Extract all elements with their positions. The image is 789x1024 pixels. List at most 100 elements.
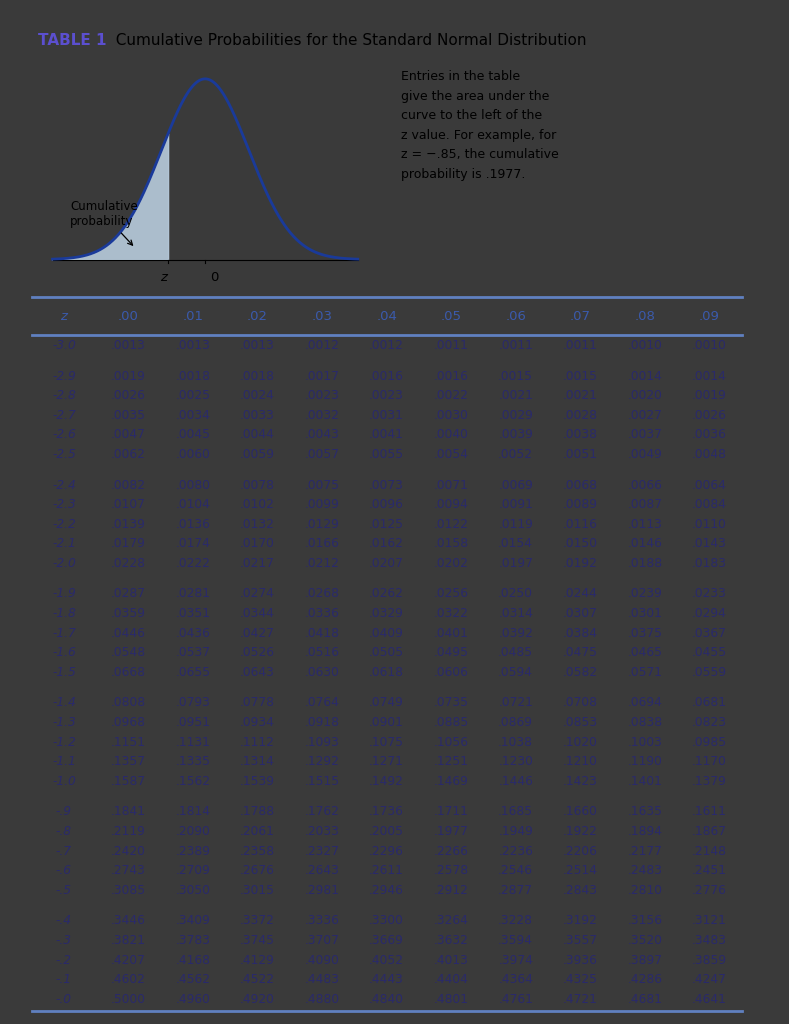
Text: .04: .04 — [376, 309, 397, 323]
Text: .0055: .0055 — [369, 449, 404, 461]
Text: .0548: .0548 — [110, 646, 146, 659]
Text: .1210: .1210 — [563, 756, 598, 768]
Text: .0043: .0043 — [305, 428, 339, 441]
Text: .2743: .2743 — [111, 864, 146, 878]
Text: .4286: .4286 — [627, 974, 662, 986]
Text: .3745: .3745 — [240, 934, 275, 947]
Text: .1788: .1788 — [240, 806, 275, 818]
Text: .1056: .1056 — [434, 736, 469, 749]
Text: .0027: .0027 — [627, 409, 662, 422]
Text: .3821: .3821 — [111, 934, 146, 947]
Text: .0262: .0262 — [369, 588, 404, 600]
Text: .0045: .0045 — [175, 428, 211, 441]
Text: .0344: .0344 — [240, 607, 275, 621]
Text: .0183: .0183 — [692, 557, 727, 570]
Text: -1.2: -1.2 — [52, 736, 76, 749]
Text: .0951: .0951 — [175, 716, 211, 729]
Text: .0351: .0351 — [175, 607, 211, 621]
Text: .0409: .0409 — [369, 627, 404, 640]
Text: .0047: .0047 — [111, 428, 146, 441]
Text: .0122: .0122 — [434, 518, 469, 530]
Text: .2420: .2420 — [111, 845, 146, 858]
Text: .0735: .0735 — [434, 696, 469, 710]
Text: .3707: .3707 — [305, 934, 339, 947]
Text: .4562: .4562 — [175, 974, 211, 986]
Text: .0071: .0071 — [434, 478, 469, 492]
Text: .1867: .1867 — [692, 825, 727, 838]
Text: .0019: .0019 — [111, 370, 146, 383]
Text: -2.2: -2.2 — [52, 518, 76, 530]
Text: .4325: .4325 — [563, 974, 598, 986]
Text: .3121: .3121 — [692, 914, 727, 928]
Text: .2912: .2912 — [434, 884, 469, 897]
Text: .0028: .0028 — [563, 409, 598, 422]
Text: -1.4: -1.4 — [52, 696, 76, 710]
Text: .3156: .3156 — [627, 914, 662, 928]
Text: .5000: .5000 — [111, 993, 146, 1006]
Text: .01: .01 — [182, 309, 204, 323]
Text: .0031: .0031 — [369, 409, 404, 422]
Text: .1736: .1736 — [369, 806, 404, 818]
Text: .0455: .0455 — [692, 646, 727, 659]
Text: .3936: .3936 — [563, 953, 598, 967]
Text: .0188: .0188 — [627, 557, 663, 570]
Text: Cumulative Probabilities for the Standard Normal Distribution: Cumulative Probabilities for the Standar… — [107, 34, 587, 48]
Text: .0174: .0174 — [175, 538, 211, 551]
Text: -2.8: -2.8 — [52, 389, 76, 402]
Text: -2.0: -2.0 — [52, 557, 76, 570]
Text: .0537: .0537 — [175, 646, 211, 659]
Text: .0516: .0516 — [305, 646, 339, 659]
Text: .1685: .1685 — [498, 806, 533, 818]
Text: .0051: .0051 — [563, 449, 598, 461]
Text: .1922: .1922 — [563, 825, 598, 838]
Text: .3783: .3783 — [175, 934, 211, 947]
Text: .4052: .4052 — [369, 953, 404, 967]
Text: .0104: .0104 — [175, 498, 211, 511]
Text: .0011: .0011 — [563, 339, 598, 352]
Text: .0075: .0075 — [305, 478, 339, 492]
Text: -1.3: -1.3 — [52, 716, 76, 729]
Text: .09: .09 — [699, 309, 720, 323]
Text: .0073: .0073 — [369, 478, 404, 492]
Text: .0064: .0064 — [692, 478, 727, 492]
Text: .0023: .0023 — [305, 389, 339, 402]
Text: .3409: .3409 — [175, 914, 211, 928]
Text: .2981: .2981 — [305, 884, 339, 897]
Text: .2578: .2578 — [434, 864, 469, 878]
Text: -.8: -.8 — [56, 825, 72, 838]
Text: -.3: -.3 — [56, 934, 72, 947]
Text: .3264: .3264 — [434, 914, 469, 928]
Text: .0329: .0329 — [369, 607, 404, 621]
Text: .0212: .0212 — [305, 557, 339, 570]
Text: .4090: .4090 — [305, 953, 339, 967]
Text: .0495: .0495 — [434, 646, 469, 659]
Text: .0244: .0244 — [563, 588, 598, 600]
Text: .0465: .0465 — [627, 646, 662, 659]
Text: .1446: .1446 — [499, 775, 533, 788]
Text: .0934: .0934 — [240, 716, 275, 729]
Text: .2119: .2119 — [111, 825, 146, 838]
Text: .0202: .0202 — [434, 557, 469, 570]
Text: .0314: .0314 — [499, 607, 533, 621]
Text: .3897: .3897 — [627, 953, 662, 967]
Text: .0019: .0019 — [692, 389, 727, 402]
Text: .2451: .2451 — [692, 864, 727, 878]
Text: .1469: .1469 — [434, 775, 469, 788]
Text: .4960: .4960 — [175, 993, 211, 1006]
Text: .0359: .0359 — [111, 607, 146, 621]
Text: .1660: .1660 — [563, 806, 598, 818]
Text: .4168: .4168 — [175, 953, 211, 967]
Text: .0166: .0166 — [305, 538, 339, 551]
Text: .0475: .0475 — [563, 646, 598, 659]
Text: .0084: .0084 — [692, 498, 727, 511]
Text: .0301: .0301 — [627, 607, 662, 621]
Text: .4840: .4840 — [369, 993, 404, 1006]
Text: .3228: .3228 — [498, 914, 533, 928]
Text: .3050: .3050 — [175, 884, 211, 897]
Text: .2033: .2033 — [305, 825, 339, 838]
Text: .0011: .0011 — [434, 339, 469, 352]
Text: .1401: .1401 — [627, 775, 662, 788]
Text: .1841: .1841 — [111, 806, 146, 818]
Text: .0375: .0375 — [627, 627, 662, 640]
Text: .4247: .4247 — [692, 974, 727, 986]
